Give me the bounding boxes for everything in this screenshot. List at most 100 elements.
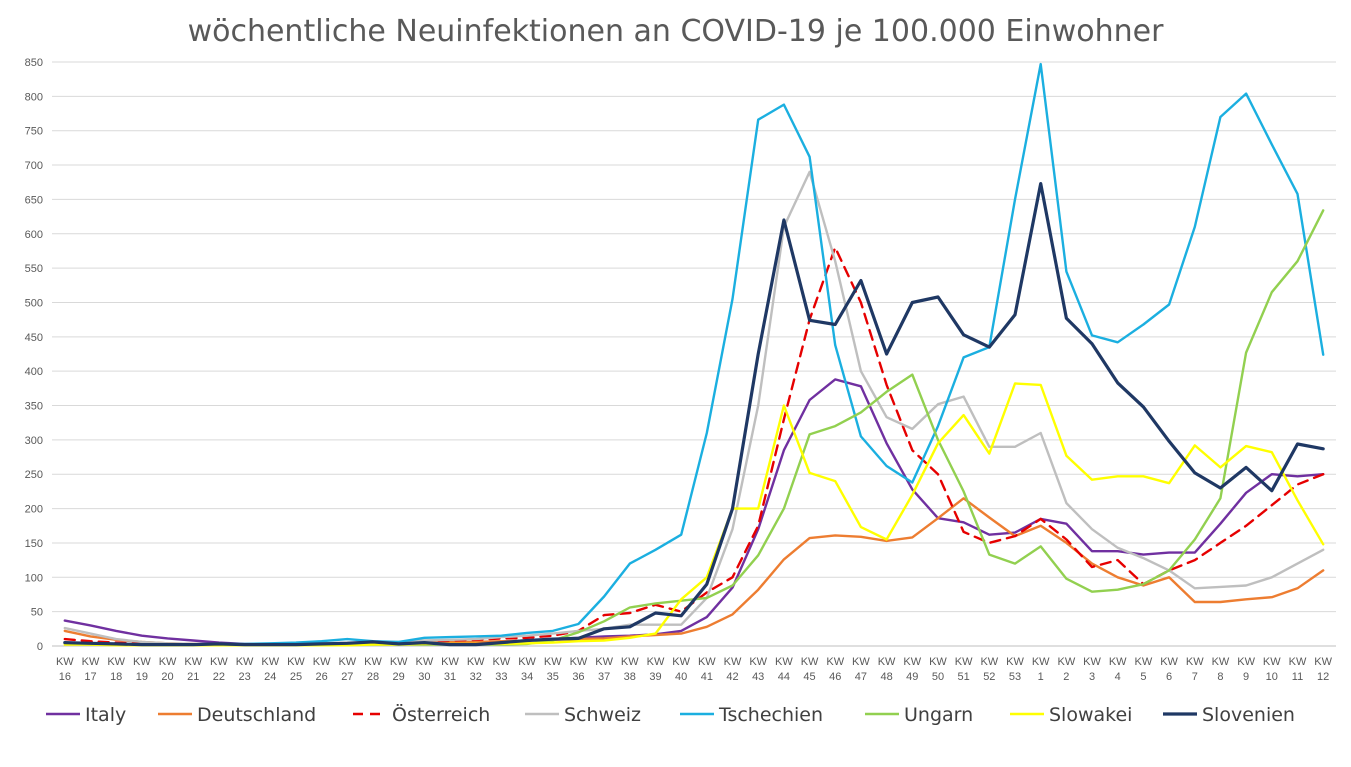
x-tick-label: 7 — [1192, 671, 1198, 683]
x-tick-label: 47 — [855, 671, 867, 683]
y-tick-label: 850 — [25, 57, 43, 69]
x-tick-label: 39 — [649, 671, 661, 683]
series-line-slovenien — [63, 182, 1325, 647]
x-tick-label: 30 — [418, 671, 430, 683]
x-tick-label: KW — [647, 656, 665, 668]
x-tick-label: KW — [1314, 656, 1332, 668]
x-tick-label: 33 — [495, 671, 507, 683]
x-tick-label: 50 — [932, 671, 944, 683]
x-tick-label: KW — [1083, 656, 1101, 668]
x-tick-label: KW — [929, 656, 947, 668]
y-tick-label: 600 — [25, 229, 43, 241]
x-tick-label: KW — [441, 656, 459, 668]
x-tick-label: 8 — [1217, 671, 1223, 683]
y-tick-label: 750 — [25, 126, 43, 138]
x-tick-label: KW — [1109, 656, 1127, 668]
x-tick-label: 11 — [1292, 671, 1303, 683]
x-tick-label: KW — [82, 656, 100, 668]
x-tick-label: 4 — [1115, 671, 1121, 683]
x-tick-label: 19 — [136, 671, 148, 683]
x-tick-label: KW — [338, 656, 356, 668]
y-tick-label: 800 — [25, 91, 43, 103]
x-tick-label: KW — [1032, 656, 1050, 668]
x-tick-label: 41 — [701, 671, 713, 683]
x-tick-label: KW — [801, 656, 819, 668]
x-tick-label: KW — [210, 656, 228, 668]
x-tick-label: 12 — [1317, 671, 1329, 683]
y-tick-label: 0 — [37, 641, 43, 653]
x-tick-label: KW — [1212, 656, 1230, 668]
x-tick-label: 6 — [1166, 671, 1172, 683]
x-tick-label: 35 — [547, 671, 559, 683]
x-tick-label: 2 — [1063, 671, 1069, 683]
x-tick-label: 5 — [1140, 671, 1146, 683]
x-tick-label: 22 — [213, 671, 225, 683]
x-tick-label: 42 — [726, 671, 738, 683]
x-tick-label: 16 — [59, 671, 71, 683]
x-tick-label: KW — [980, 656, 998, 668]
x-tick-label: 44 — [778, 671, 790, 683]
x-tick-label: KW — [313, 656, 331, 668]
x-tick-label: KW — [415, 656, 433, 668]
chart-title: wöchentliche Neuinfektionen an COVID-19 … — [187, 14, 1164, 49]
x-tick-label: KW — [1160, 656, 1178, 668]
y-tick-label: 450 — [25, 332, 43, 344]
y-tick-label: 200 — [25, 504, 43, 516]
x-tick-label: KW — [544, 656, 562, 668]
x-tick-label: 36 — [572, 671, 584, 683]
x-tick-label: KW — [595, 656, 613, 668]
y-tick-label: 500 — [25, 297, 43, 309]
legend-label: Schweiz — [564, 704, 641, 726]
y-axis: 0 50 100 150 200 250 300 350 400 450 500 550 600 650 7… — [25, 57, 43, 653]
x-tick-label: 3 — [1089, 671, 1095, 683]
y-tick-label: 550 — [25, 263, 43, 275]
series-line-schweiz — [63, 170, 1325, 646]
x-tick-label: 48 — [880, 671, 892, 683]
x-tick-label: 18 — [110, 671, 122, 683]
x-tick-label: 32 — [470, 671, 482, 683]
x-tick-label: 34 — [521, 671, 533, 683]
x-tick-label: KW — [698, 656, 716, 668]
x-tick-label: 45 — [803, 671, 815, 683]
x-tick-label: KW — [518, 656, 536, 668]
x-tick-label: KW — [724, 656, 742, 668]
x-tick-label: KW — [852, 656, 870, 668]
x-tick-label: KW — [749, 656, 767, 668]
legend-label: Deutschland — [197, 704, 316, 726]
series-line-tschechien — [63, 62, 1325, 646]
x-tick-label: KW — [1186, 656, 1204, 668]
x-tick-label: KW — [1135, 656, 1153, 668]
x-tick-label: 10 — [1266, 671, 1278, 683]
y-tick-label: 650 — [25, 194, 43, 206]
x-tick-label: 49 — [906, 671, 918, 683]
y-tick-label: 300 — [25, 435, 43, 447]
x-tick-label: KW — [493, 656, 511, 668]
legend-label: Italy — [85, 704, 126, 726]
x-tick-label: KW — [184, 656, 202, 668]
x-tick-label: 37 — [598, 671, 610, 683]
x-tick-label: KW — [1263, 656, 1281, 668]
x-tick-label: KW — [159, 656, 177, 668]
x-tick-label: KW — [570, 656, 588, 668]
x-tick-label: 25 — [290, 671, 302, 683]
x-tick-label: KW — [390, 656, 408, 668]
x-tick-label: 31 — [444, 671, 456, 683]
x-tick-label: KW — [878, 656, 896, 668]
x-tick-label: 1 — [1038, 671, 1044, 683]
x-tick-label: KW — [955, 656, 973, 668]
x-tick-label: 29 — [393, 671, 405, 683]
x-tick-label: KW — [287, 656, 305, 668]
x-tick-label: KW — [107, 656, 125, 668]
legend-label: Tschechien — [718, 704, 823, 726]
series-line-italy — [63, 378, 1325, 646]
gridlines — [52, 61, 1336, 647]
legend-label: Slowakei — [1049, 704, 1132, 726]
x-tick-label: KW — [1057, 656, 1075, 668]
x-axis: KW16KW17KW18KW19KW20KW21KW22KW23KW24KW25… — [56, 656, 1333, 683]
x-tick-label: 38 — [624, 671, 636, 683]
x-tick-label: 27 — [341, 671, 353, 683]
y-tick-label: 100 — [25, 572, 43, 584]
x-tick-label: KW — [1237, 656, 1255, 668]
x-tick-label: 46 — [829, 671, 841, 683]
x-tick-label: 52 — [983, 671, 995, 683]
